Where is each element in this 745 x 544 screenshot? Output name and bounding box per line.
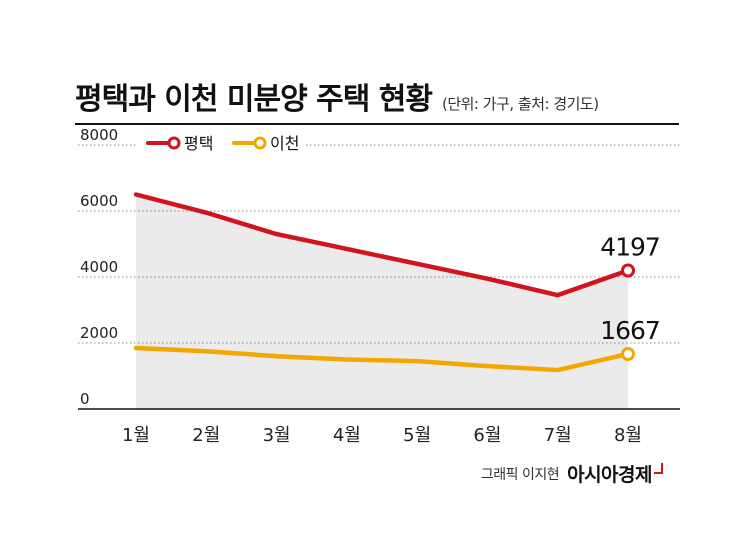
x-tick-label: 8월 xyxy=(614,425,642,446)
brand-logo: 아시아경제 xyxy=(567,464,652,486)
plot-area-fill xyxy=(136,194,628,409)
x-axis: 1월 2월 3월 4월 5월 6월 7월 8월 xyxy=(122,425,642,446)
x-tick-label: 2월 xyxy=(192,425,220,446)
chart-subtitle: (단위: 가구, 출처: 경기도) xyxy=(441,95,599,113)
legend-swatch-marker xyxy=(167,136,181,150)
y-tick-label: 0 xyxy=(80,390,90,408)
brand-mark-icon xyxy=(654,463,663,474)
title-row: 평택과 이천 미분양 주택 현황 (단위: 가구, 출처: 경기도) xyxy=(75,74,599,118)
data-label: 4197 xyxy=(600,232,660,261)
series-line xyxy=(133,345,631,373)
credit: 그래픽 이지현 아시아경제 xyxy=(481,460,663,487)
series-layer: 4197 1667 xyxy=(133,192,661,373)
y-tick-label: 4000 xyxy=(80,258,118,276)
data-label: 1667 xyxy=(600,316,660,345)
x-tick-label: 4월 xyxy=(333,425,361,446)
legend-swatch-marker xyxy=(253,136,267,150)
series-end-marker xyxy=(621,263,635,278)
chart-title: 평택과 이천 미분양 주택 현황 xyxy=(75,82,433,117)
x-tick-label: 5월 xyxy=(403,425,431,446)
legend-label: 이천 xyxy=(270,134,299,153)
series-end-marker xyxy=(621,346,635,361)
y-tick-label: 8000 xyxy=(80,126,118,144)
x-tick-label: 1월 xyxy=(122,425,150,446)
series-line xyxy=(133,192,631,298)
legend-label: 평택 xyxy=(184,134,213,153)
x-tick-label: 7월 xyxy=(544,425,572,446)
legend: 평택 이천 xyxy=(137,127,304,159)
x-tick-label: 6월 xyxy=(473,425,501,446)
y-tick-label: 2000 xyxy=(80,324,118,342)
y-axis: 0 2000 4000 6000 8000 xyxy=(80,126,118,408)
graphic-credit: 그래픽 이지현 xyxy=(480,466,560,483)
x-tick-label: 3월 xyxy=(263,425,291,446)
area-layer xyxy=(136,194,628,409)
y-tick-label: 6000 xyxy=(80,192,118,210)
title-divider xyxy=(75,123,679,125)
